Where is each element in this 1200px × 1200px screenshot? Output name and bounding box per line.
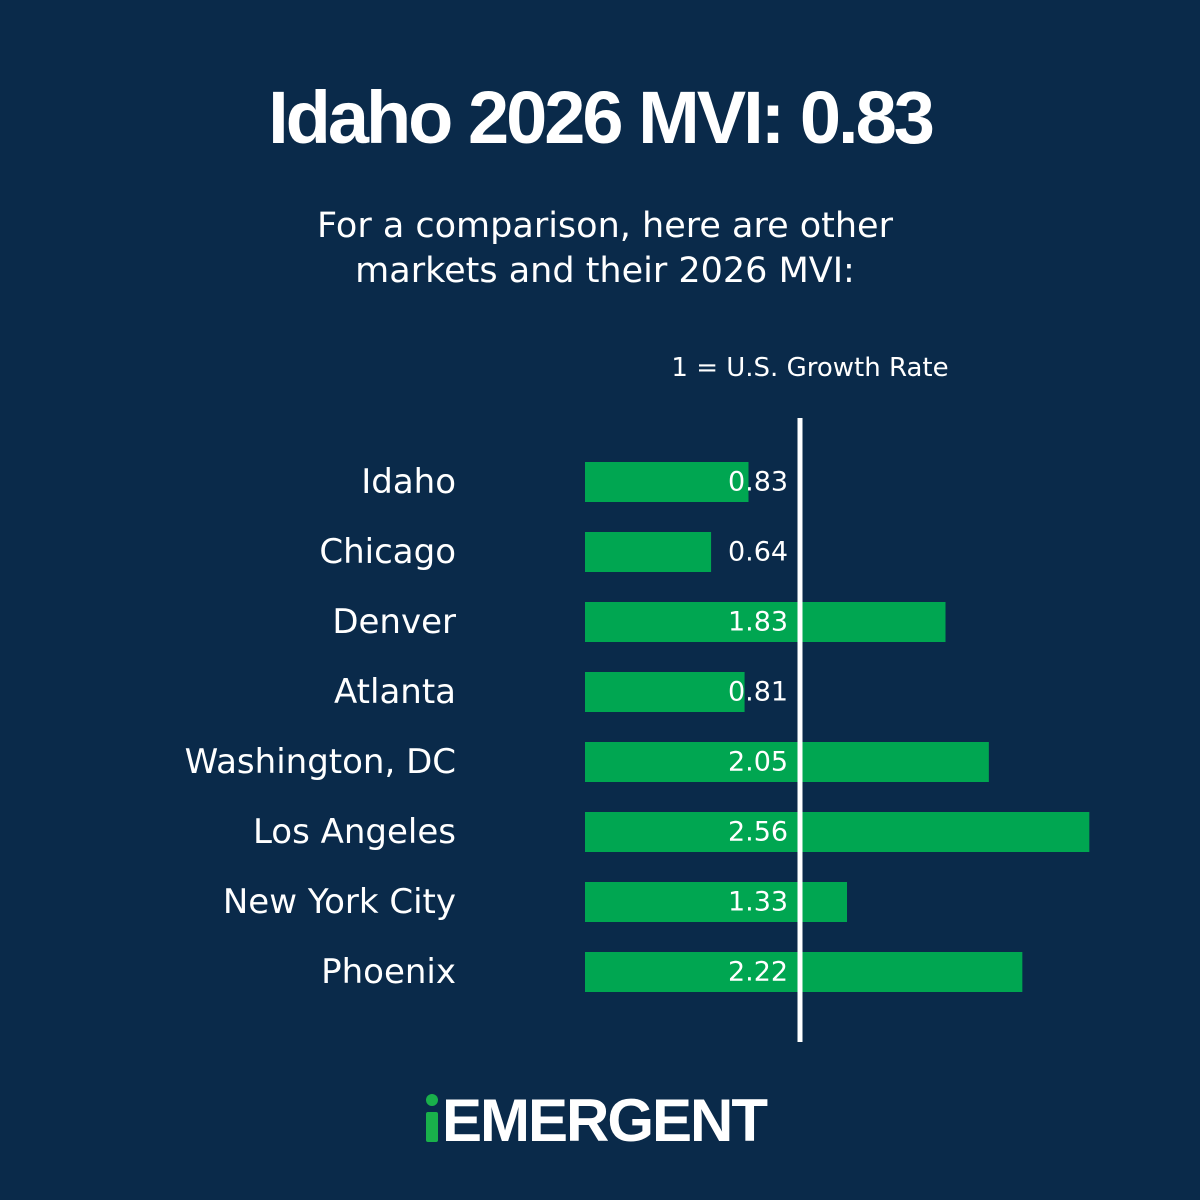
reference-line [797, 418, 803, 1042]
bar-idaho [585, 462, 749, 502]
reference-note: 1 = U.S. Growth Rate [671, 353, 949, 383]
value-label-denver: 1.83 [728, 607, 788, 638]
logo-text: EMERGENT [442, 1087, 768, 1154]
logo-i-dot [426, 1094, 438, 1106]
bar-los-angeles [585, 812, 1090, 852]
value-label-los-angeles: 2.56 [728, 817, 788, 848]
category-label-los-angeles: Los Angeles [253, 812, 456, 852]
value-label-new-york-city: 1.33 [728, 887, 788, 918]
category-label-chicago: Chicago [319, 532, 456, 572]
logo-i-stem [426, 1112, 438, 1142]
value-label-washington-dc: 2.05 [728, 747, 788, 778]
category-label-idaho: Idaho [361, 462, 456, 502]
value-label-idaho: 0.83 [728, 467, 788, 498]
page-title: Idaho 2026 MVI: 0.83 [268, 76, 935, 159]
value-label-chicago: 0.64 [728, 537, 788, 568]
bar-new-york-city [585, 882, 848, 922]
category-label-new-york-city: New York City [223, 882, 456, 922]
bar-chicago [585, 532, 712, 572]
category-label-atlanta: Atlanta [334, 672, 456, 712]
category-label-phoenix: Phoenix [321, 952, 456, 992]
value-label-atlanta: 0.81 [728, 677, 788, 708]
bar-denver [585, 602, 946, 642]
category-label-washington-dc: Washington, DC [185, 742, 456, 782]
category-label-denver: Denver [332, 602, 456, 642]
bar-washington-dc [585, 742, 989, 782]
value-label-phoenix: 2.22 [728, 957, 788, 988]
bar-phoenix [585, 952, 1023, 992]
bar-atlanta [585, 672, 745, 712]
subtitle: For a comparison, here are other markets… [317, 206, 893, 291]
iemergent-logo: EMERGENT [422, 1088, 782, 1158]
